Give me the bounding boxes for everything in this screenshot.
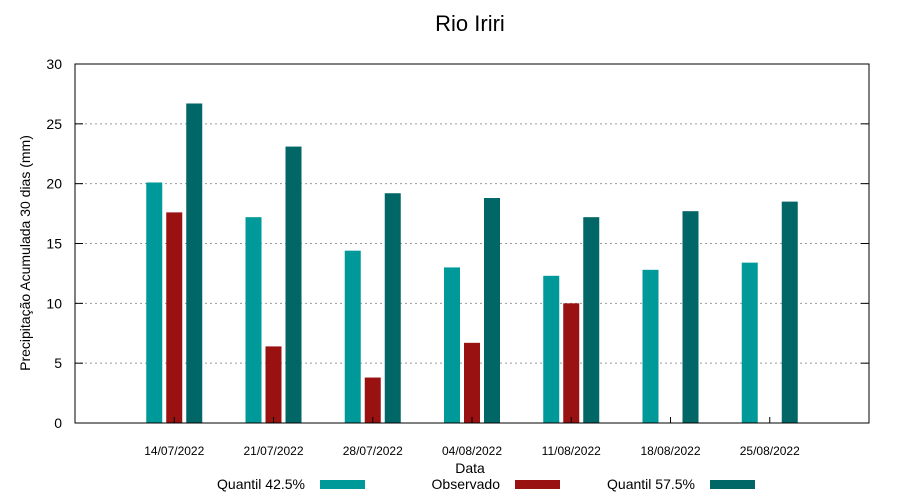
y-tick-label: 30 bbox=[46, 56, 62, 72]
chart-title: Rio Iriri bbox=[435, 11, 505, 36]
legend-swatch bbox=[515, 480, 560, 489]
y-axis-label: Precipitação Acumulada 30 dias (mm) bbox=[17, 135, 33, 371]
grid-lines bbox=[75, 123, 869, 364]
bar bbox=[245, 217, 262, 423]
legend-label: Quantil 57.5% bbox=[607, 476, 695, 492]
x-axis-ticks: 14/07/2022 21/07/2022 28/07/2022 04/08/2022… bbox=[144, 417, 800, 458]
bars bbox=[146, 103, 798, 424]
legend: Quantil 42.5% Observado Quantil 57.5% bbox=[217, 476, 755, 492]
bar bbox=[186, 103, 203, 424]
y-tick-label: 5 bbox=[54, 355, 62, 371]
bar bbox=[543, 275, 560, 423]
y-tick-label: 0 bbox=[54, 415, 62, 431]
x-tick-label: 18/08/2022 bbox=[640, 444, 700, 458]
y-tick-label: 10 bbox=[46, 295, 62, 311]
x-tick-label: 21/07/2022 bbox=[243, 444, 303, 458]
bar bbox=[166, 212, 183, 423]
y-tick-label: 20 bbox=[46, 176, 62, 192]
x-tick-label: 14/07/2022 bbox=[144, 444, 204, 458]
bar bbox=[344, 250, 361, 423]
x-axis-label: Data bbox=[455, 460, 485, 476]
bar bbox=[741, 262, 758, 423]
y-tick-label: 15 bbox=[46, 236, 62, 252]
bar bbox=[642, 269, 659, 423]
bar bbox=[444, 267, 460, 423]
bar bbox=[583, 217, 600, 423]
legend-label: Observado bbox=[432, 476, 501, 492]
bar bbox=[484, 198, 500, 423]
bar bbox=[781, 201, 798, 423]
x-tick-label: 04/08/2022 bbox=[442, 444, 502, 458]
y-axis-ticks: 0 5 10 15 20 25 30 bbox=[46, 56, 869, 431]
bar bbox=[384, 193, 401, 423]
legend-swatch bbox=[320, 480, 365, 489]
bar bbox=[146, 182, 163, 423]
x-tick-label: 28/07/2022 bbox=[343, 444, 403, 458]
bar bbox=[265, 346, 282, 423]
x-tick-label: 25/08/2022 bbox=[740, 444, 800, 458]
legend-label: Quantil 42.5% bbox=[217, 476, 305, 492]
bar bbox=[464, 342, 480, 423]
x-tick-label: 11/08/2022 bbox=[542, 444, 601, 458]
bar bbox=[364, 377, 381, 423]
bar bbox=[682, 211, 699, 423]
bar bbox=[563, 303, 580, 423]
legend-swatch bbox=[710, 480, 755, 489]
y-tick-label: 25 bbox=[46, 116, 62, 132]
bar bbox=[285, 146, 302, 423]
